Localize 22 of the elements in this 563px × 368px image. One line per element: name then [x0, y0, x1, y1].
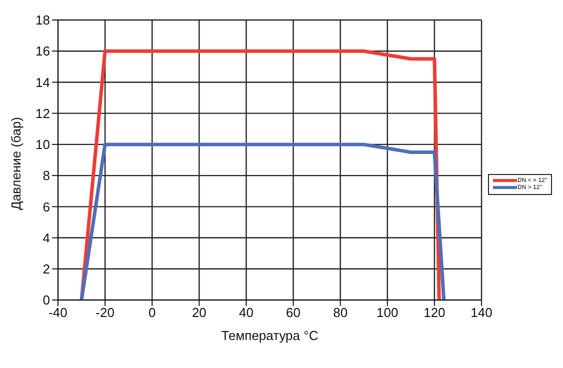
y-tick-label: 12	[36, 106, 50, 121]
x-tick-label: 40	[238, 305, 254, 320]
y-tick-label: 6	[42, 199, 50, 214]
x-tick-label: -20	[96, 305, 114, 320]
y-axis-title: Давление (бар)	[8, 116, 24, 210]
y-tick-label: 16	[36, 44, 50, 59]
x-tick-label: 120	[424, 305, 446, 320]
y-tick-label: 8	[42, 168, 50, 184]
x-tick-label: 0	[148, 305, 156, 320]
x-tick-label: 140	[470, 305, 492, 320]
y-tick-label: 0	[42, 292, 50, 308]
x-tick-label: 60	[286, 305, 301, 320]
x-tick-label: -40	[48, 305, 68, 320]
x-tick-label: 100	[376, 305, 398, 320]
y-tick-label: 4	[42, 230, 50, 246]
x-tick-label: 80	[333, 305, 348, 320]
y-tick-label: 18	[36, 12, 50, 28]
x-axis-title: Температура °C	[221, 328, 318, 343]
x-tick-label: 20	[192, 305, 206, 320]
y-tick-label: 2	[42, 262, 50, 277]
y-tick-label: 14	[36, 74, 50, 90]
y-tick-label: 10	[36, 137, 50, 152]
